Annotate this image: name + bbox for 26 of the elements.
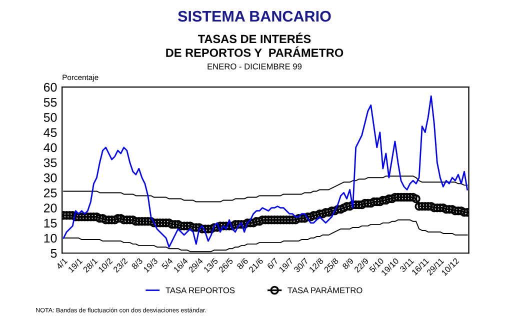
x-tick-label: 8/3 [130, 258, 143, 270]
y-tick-label: 5 [50, 249, 57, 258]
y-tick-label: 10 [44, 234, 57, 243]
x-tick-label: 6/7 [266, 258, 279, 270]
chart-subtitle: TASAS DE INTERÉS DE REPORTOS Y PARÁMETRO ENERO - DICIEMBRE 99 [166, 32, 344, 70]
chart-title: SISTEMA BANCARIO [178, 10, 331, 22]
y-tick-label: 30 [44, 173, 57, 182]
x-tick-label: 5/4 [161, 257, 174, 270]
legend-label: TASA PARÁMETRO [288, 286, 362, 294]
y-tick-label: 40 [44, 143, 57, 152]
x-tick-label: 4/1 [56, 258, 68, 270]
y-tick-label: 50 [44, 113, 57, 122]
y-tick-label: 35 [44, 158, 57, 168]
x-tick-label: 5/10 [368, 258, 384, 273]
x-tick-label: 3/11 [399, 258, 414, 272]
x-tick-label: 8/9 [342, 258, 354, 270]
y-tick-label: 60 [44, 82, 57, 92]
x-tick-label: 19/1 [68, 258, 83, 273]
y-tick-label: 45 [44, 128, 57, 137]
x-tick-label: 8/6 [236, 258, 248, 270]
y-tick-label: 20 [44, 204, 57, 212]
y-tick-label: 15 [44, 218, 57, 228]
line-series [62, 95, 468, 248]
y-tick-label: 25 [44, 188, 57, 198]
y-tick-label: 55 [44, 98, 57, 107]
legend-label: TASA REPORTOS [166, 287, 235, 294]
